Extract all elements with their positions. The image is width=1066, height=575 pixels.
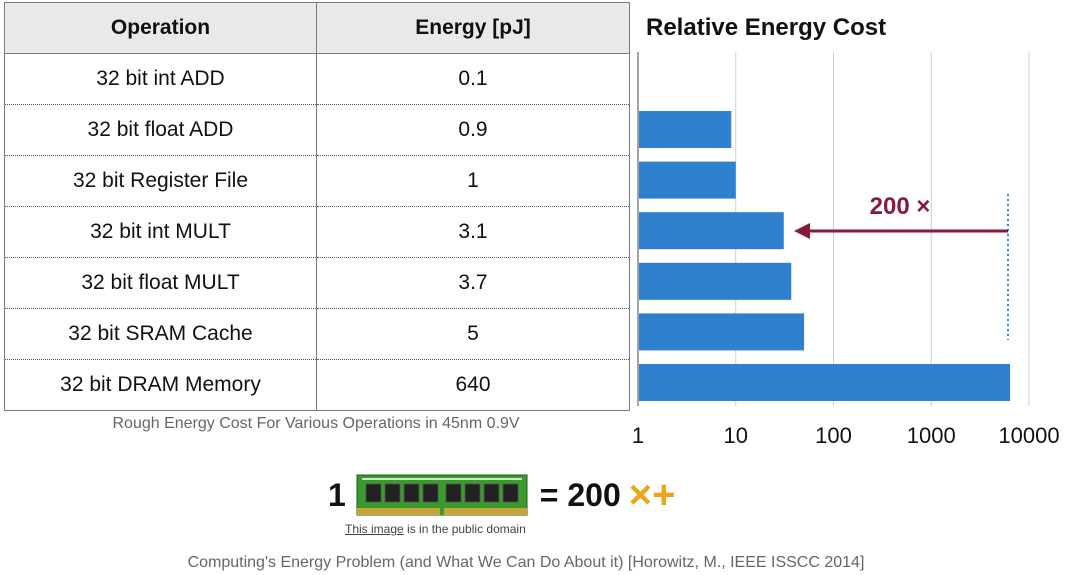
energy-cell: 0.9 <box>316 104 630 156</box>
bar-32-bit-register-file <box>639 161 736 199</box>
table-caption: Rough Energy Cost For Various Operations… <box>112 415 520 432</box>
bar-32-bit-sram-cache <box>639 313 805 351</box>
chart-title: Relative Energy Cost <box>646 14 887 41</box>
arrow-head-icon <box>794 223 810 239</box>
relative-energy-chart: 1 10 100 1000 10000 200 × <box>632 52 1060 448</box>
dram-module-icon <box>356 474 528 516</box>
bar-32-bit-float-add <box>639 111 732 148</box>
operation-cell: 32 bit float MULT <box>4 257 317 309</box>
x-axis-ticks: 1 10 100 1000 10000 <box>632 423 1060 448</box>
equation-rhs: = 200 <box>539 476 621 513</box>
energy-cell: 640 <box>316 359 630 411</box>
annotation-200x: 200 × <box>794 193 1009 340</box>
annotation-label: 200 × <box>870 193 931 220</box>
table-row: 32 bit float ADD 0.9 <box>4 104 630 156</box>
table-row: 32 bit SRAM Cache 5 <box>4 308 630 360</box>
equation: 1 = 200 ×+ <box>328 470 675 520</box>
x-tick-label: 100 <box>815 423 852 448</box>
energy-cell: 3.1 <box>316 206 630 258</box>
energy-cell: 3.7 <box>316 257 630 309</box>
x-tick-label: 1000 <box>907 423 956 448</box>
table-row: 32 bit float MULT 3.7 <box>4 257 630 309</box>
energy-cell: 5 <box>316 308 630 360</box>
operation-cell: 32 bit Register File <box>4 155 317 207</box>
bar-32-bit-dram-memory <box>639 364 1011 401</box>
multiply-add-icon: ×+ <box>628 473 676 517</box>
bar-32-bit-float-mult <box>639 262 792 300</box>
energy-cell: 0.1 <box>316 53 630 105</box>
table-row: 32 bit DRAM Memory 640 <box>4 359 630 411</box>
equation-lhs: 1 <box>328 476 346 513</box>
table-header-row: Operation Energy [pJ] <box>4 2 630 54</box>
table-row: 32 bit int MULT 3.1 <box>4 206 630 258</box>
table-row: 32 bit Register File 1 <box>4 155 630 207</box>
image-credit: This image is in the public domain <box>345 522 526 536</box>
operation-cell: 32 bit int MULT <box>4 206 317 258</box>
footer-citation: Computing's Energy Problem (and What We … <box>187 554 865 571</box>
image-credit-text: is in the public domain <box>403 522 526 536</box>
operation-cell: 32 bit float ADD <box>4 104 317 156</box>
operation-cell: 32 bit int ADD <box>4 53 317 105</box>
energy-cell: 1 <box>316 155 630 207</box>
x-tick-label: 1 <box>632 423 644 448</box>
header-operation: Operation <box>4 2 317 54</box>
chart-bars <box>639 111 1011 401</box>
bar-32-bit-int-mult <box>639 212 784 250</box>
operation-cell: 32 bit SRAM Cache <box>4 308 317 360</box>
energy-table-container: Operation Energy [pJ] 32 bit int ADD 0.1… <box>4 2 630 411</box>
image-credit-link[interactable]: This image <box>345 522 404 536</box>
table-row: 32 bit int ADD 0.1 <box>4 53 630 105</box>
header-energy: Energy [pJ] <box>316 2 630 54</box>
x-tick-label: 10000 <box>998 423 1059 448</box>
energy-table: Operation Energy [pJ] 32 bit int ADD 0.1… <box>4 2 630 411</box>
x-tick-label: 10 <box>724 423 748 448</box>
